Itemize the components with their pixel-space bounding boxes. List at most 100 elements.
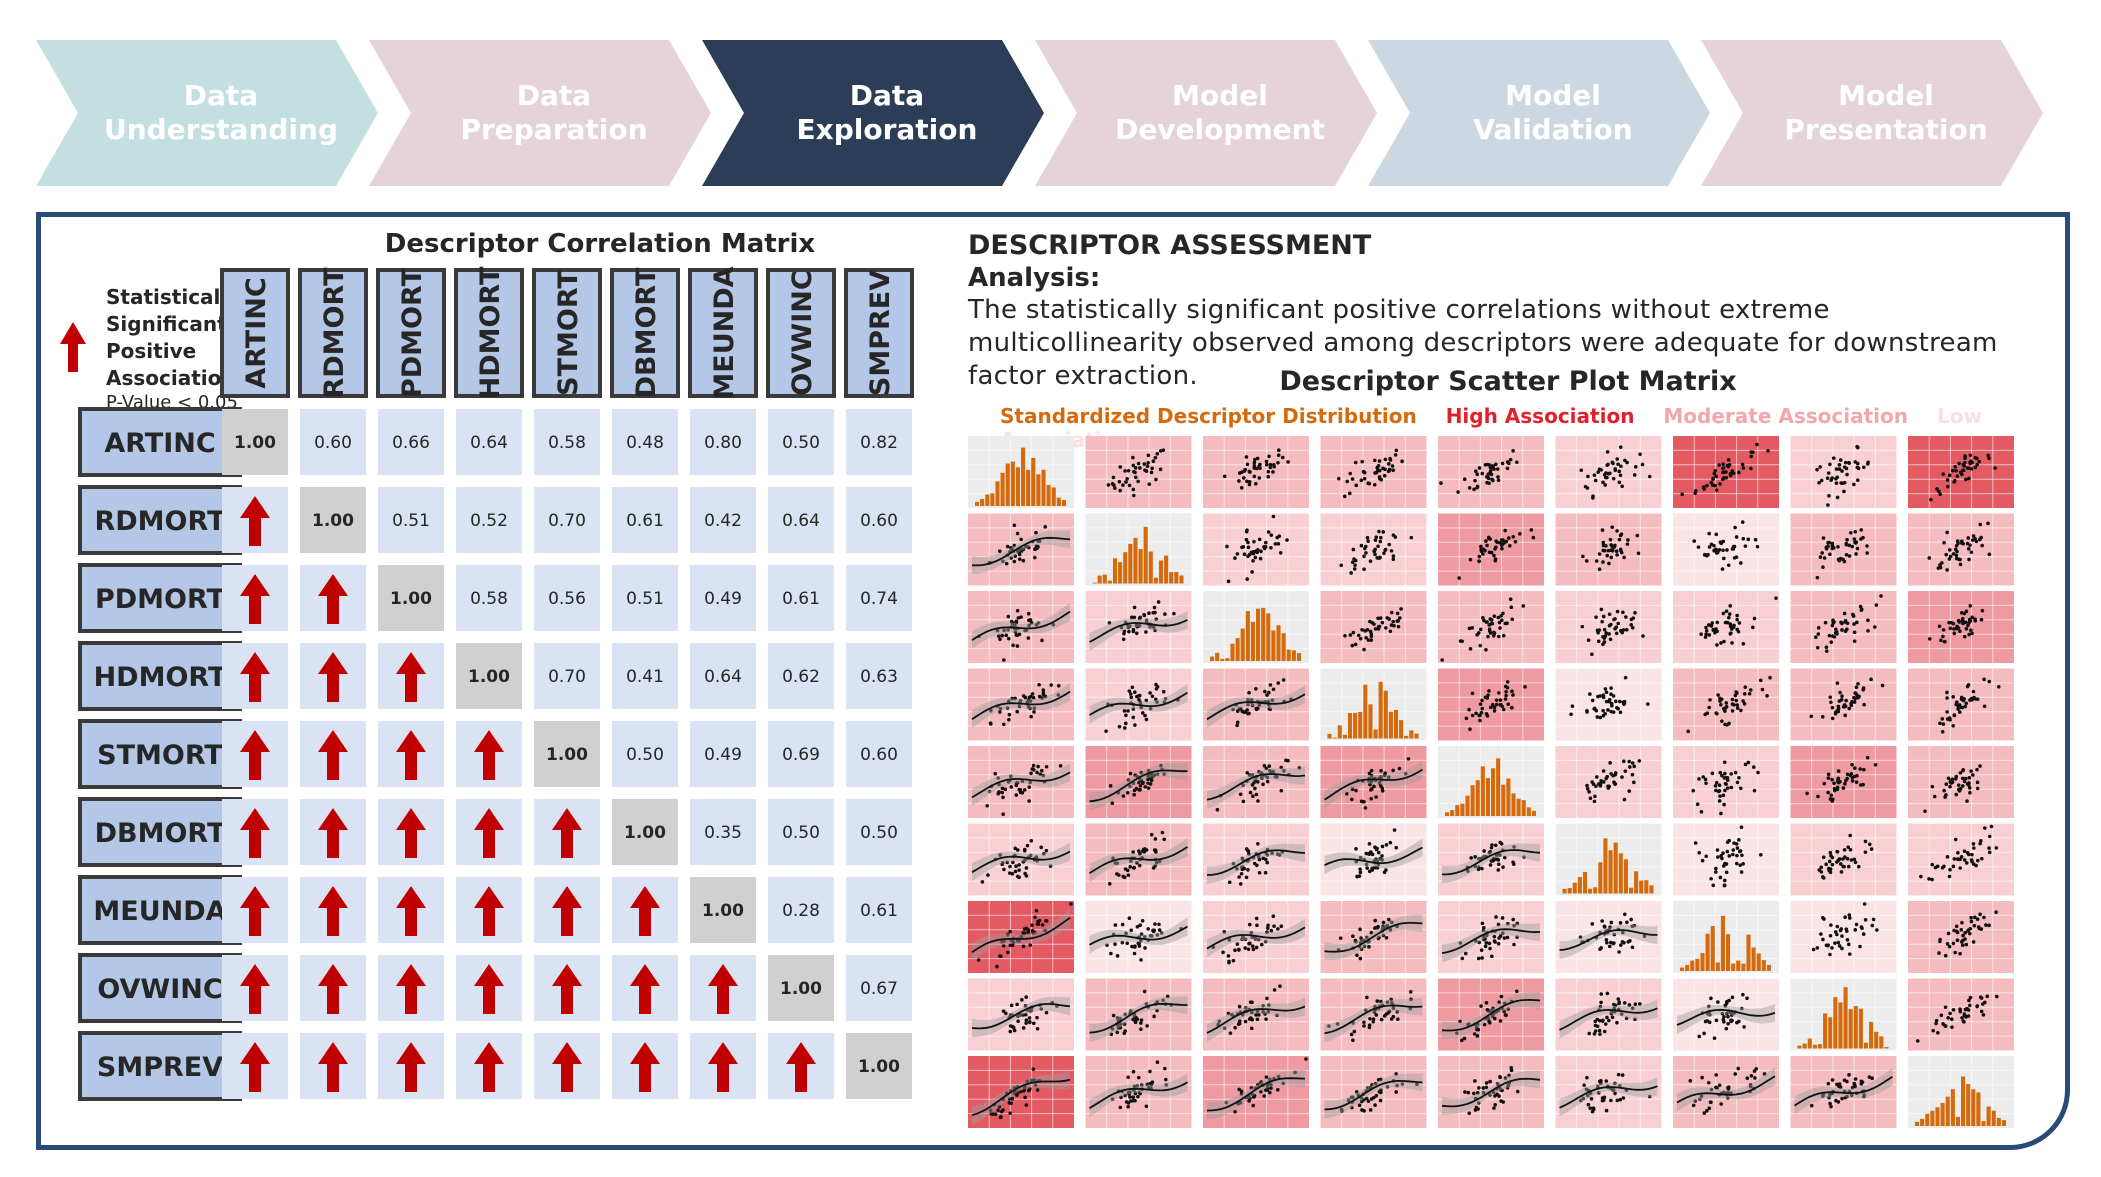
up-arrow-icon xyxy=(708,1042,738,1092)
correlation-value: 1.00 xyxy=(546,745,588,765)
diagonal-cell: 1.00 xyxy=(222,409,288,475)
row-header-dbmort: DBMORT xyxy=(78,797,242,867)
significance-cell xyxy=(378,877,444,943)
correlation-value: 0.74 xyxy=(860,589,898,609)
scatter-panel xyxy=(1085,901,1192,973)
scatter-panel xyxy=(1908,513,2014,586)
histogram-panel xyxy=(1320,668,1427,741)
correlation-cell: 0.63 xyxy=(846,643,912,709)
up-arrow-icon xyxy=(474,808,504,858)
correlation-cell: 0.74 xyxy=(846,565,912,631)
legend-line-3: Positive xyxy=(106,339,196,363)
correlation-value: 1.00 xyxy=(780,979,822,999)
row-header-label: ARTINC xyxy=(104,428,215,459)
scatter-panel xyxy=(1438,1056,1544,1128)
significance-cell xyxy=(456,877,522,943)
legend-distribution: Standardized Descriptor Distribution xyxy=(1000,404,1417,428)
correlation-value: 1.00 xyxy=(702,901,744,921)
up-arrow-icon xyxy=(240,964,270,1014)
column-header-label: HDMORT xyxy=(475,266,506,399)
scatter-panel xyxy=(1908,823,2014,896)
histogram-panel xyxy=(1203,591,1309,663)
scatter-panel xyxy=(1790,668,1897,741)
significance-cell xyxy=(612,877,678,943)
correlation-value: 0.51 xyxy=(392,511,430,531)
correlation-value: 0.82 xyxy=(860,433,898,453)
correlation-cell: 0.48 xyxy=(612,409,678,475)
scatter-panel xyxy=(1908,746,2014,818)
correlation-value: 0.66 xyxy=(392,433,430,453)
scatter-panel xyxy=(968,746,1074,818)
histogram-panel xyxy=(1908,1056,2014,1128)
legend-line-1: Statistically xyxy=(106,285,240,309)
scatter-panel xyxy=(1790,591,1897,663)
pipeline-step-line2: Presentation xyxy=(1784,113,1987,146)
correlation-value: 0.50 xyxy=(626,745,664,765)
correlation-value: 0.80 xyxy=(704,433,742,453)
up-arrow-icon xyxy=(318,886,348,936)
scatter-panel xyxy=(968,978,1074,1051)
column-header-label: OVWINC xyxy=(787,270,818,395)
correlation-cell: 0.49 xyxy=(690,565,756,631)
up-arrow-icon xyxy=(240,808,270,858)
up-arrow-icon xyxy=(552,1042,582,1092)
up-arrow-icon xyxy=(396,730,426,780)
scatter-panel xyxy=(1085,746,1192,818)
scatter-panel xyxy=(1320,978,1427,1051)
column-header-label: STMORT xyxy=(553,270,584,396)
scatter-panel xyxy=(1320,823,1427,896)
pipeline-step-line1: Data xyxy=(184,79,258,112)
significance-cell xyxy=(534,955,600,1021)
scatter-panel xyxy=(968,901,1074,973)
up-arrow-icon xyxy=(396,1042,426,1092)
pipeline-step-line2: Preparation xyxy=(460,113,647,146)
correlation-cell: 0.35 xyxy=(690,799,756,865)
column-header-label: DBMORT xyxy=(631,267,662,398)
up-arrow-icon xyxy=(240,730,270,780)
column-header-meunda: MEUNDA xyxy=(688,266,758,400)
pipeline-step-line2: Exploration xyxy=(797,113,978,146)
scatter-panel xyxy=(1555,746,1662,818)
up-arrow-icon xyxy=(474,886,504,936)
up-arrow-icon xyxy=(318,574,348,624)
correlation-cell: 0.61 xyxy=(846,877,912,943)
row-header-pdmort: PDMORT xyxy=(78,563,242,633)
significance-cell xyxy=(378,1033,444,1099)
row-header-label: MEUNDA xyxy=(93,896,226,927)
legend-line-4: Association xyxy=(106,366,236,390)
diagonal-cell: 1.00 xyxy=(768,955,834,1021)
correlation-value: 1.00 xyxy=(390,589,432,609)
scatter-panel xyxy=(1673,436,1779,508)
scatter-panel xyxy=(1555,436,1662,508)
correlation-value: 0.69 xyxy=(782,745,820,765)
significance-cell xyxy=(222,643,288,709)
significance-cell xyxy=(378,799,444,865)
scatter-panel xyxy=(1085,668,1192,741)
correlation-cell: 0.51 xyxy=(612,565,678,631)
correlation-value: 0.62 xyxy=(782,667,820,687)
correlation-cell: 0.49 xyxy=(690,721,756,787)
scatter-panel xyxy=(1555,513,1662,586)
correlation-value: 0.41 xyxy=(626,667,664,687)
correlation-value: 0.49 xyxy=(704,745,742,765)
scatter-panel xyxy=(1673,513,1779,586)
correlation-value: 0.35 xyxy=(704,823,742,843)
diagonal-cell: 1.00 xyxy=(846,1033,912,1099)
chevron-shape xyxy=(1368,40,1710,186)
significance-cell xyxy=(378,955,444,1021)
correlation-value: 0.61 xyxy=(860,901,898,921)
column-header-smprev: SMPREV xyxy=(844,268,914,398)
correlation-cell: 0.50 xyxy=(846,799,912,865)
chevron-shape xyxy=(1701,40,2043,186)
correlation-cell: 0.82 xyxy=(846,409,912,475)
up-arrow-icon xyxy=(474,964,504,1014)
correlation-cell: 0.60 xyxy=(846,487,912,553)
column-header-ovwinc: OVWINC xyxy=(766,268,836,398)
correlation-cell: 0.64 xyxy=(768,487,834,553)
scatter-panel xyxy=(1438,513,1544,586)
diagonal-cell: 1.00 xyxy=(300,487,366,553)
correlation-cell: 0.41 xyxy=(612,643,678,709)
up-arrow-icon xyxy=(318,808,348,858)
